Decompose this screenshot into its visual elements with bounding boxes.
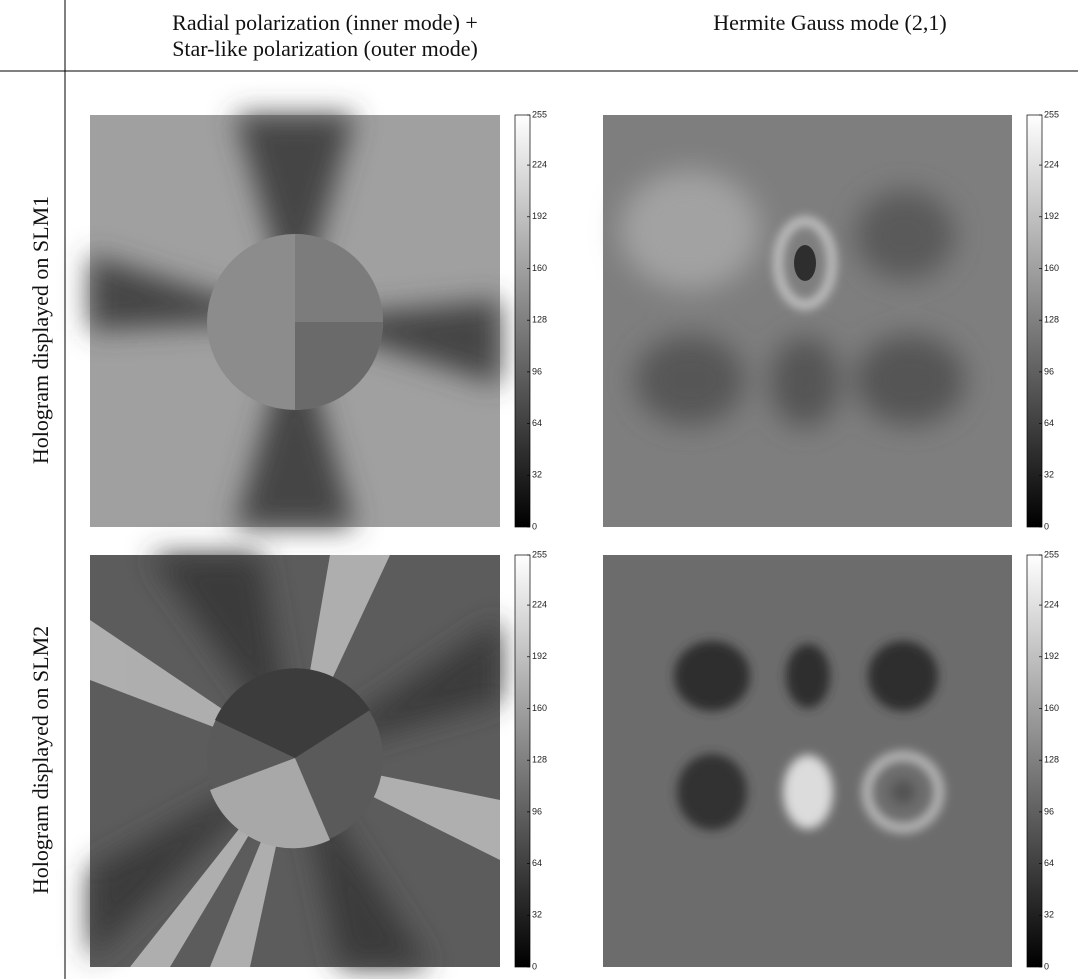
colorbar-tick-label: 64 <box>1044 858 1054 868</box>
column-header: Star-like polarization (outer mode) <box>172 36 478 61</box>
hologram-image <box>603 115 1012 527</box>
colorbar-tick-label: 255 <box>532 109 547 119</box>
colorbar-tick-label: 32 <box>1044 910 1054 920</box>
colorbar-tick-label: 224 <box>1044 599 1059 609</box>
hologram-image <box>90 115 500 527</box>
colorbar-tick-label: 32 <box>1044 470 1054 480</box>
column-header: Hermite Gauss mode (2,1) <box>713 10 946 35</box>
colorbar-tick-label: 224 <box>532 159 547 169</box>
colorbar-tick-label: 192 <box>532 211 547 221</box>
colorbar-tick-label: 160 <box>532 703 547 713</box>
colorbar-tick-label: 160 <box>1044 703 1059 713</box>
hologram-image <box>90 555 500 967</box>
colorbar-tick-label: 128 <box>532 315 547 325</box>
row-label: Hologram displayed on SLM1 <box>28 196 53 464</box>
colorbar-tick-label: 96 <box>532 806 542 816</box>
colorbar-tick-label: 128 <box>1044 755 1059 765</box>
colorbar-tick-label: 64 <box>532 858 542 868</box>
colorbar-tick-label: 96 <box>532 366 542 376</box>
colorbar-tick-label: 0 <box>532 521 537 531</box>
colorbar-tick-label: 160 <box>532 263 547 273</box>
colorbar-tick-label: 0 <box>532 961 537 971</box>
colorbar-tick-label: 32 <box>532 910 542 920</box>
colorbar-tick-label: 160 <box>1044 263 1059 273</box>
colorbar-tick-label: 96 <box>1044 366 1054 376</box>
colorbar-tick-label: 96 <box>1044 806 1054 816</box>
colorbar-tick-label: 64 <box>1044 418 1054 428</box>
colorbar-tick-label: 0 <box>1044 961 1049 971</box>
colorbar-tick-label: 224 <box>532 599 547 609</box>
column-header: Radial polarization (inner mode) + <box>172 10 478 35</box>
hologram-image <box>603 555 1012 967</box>
colorbar-tick-label: 255 <box>1044 109 1059 119</box>
colorbar-tick-label: 224 <box>1044 159 1059 169</box>
colorbar-tick-label: 128 <box>1044 315 1059 325</box>
colorbar-tick-label: 255 <box>532 549 547 559</box>
colorbar <box>1027 555 1042 967</box>
colorbar <box>1027 115 1042 527</box>
colorbar-tick-label: 192 <box>1044 211 1059 221</box>
row-label: Hologram displayed on SLM2 <box>28 626 53 894</box>
colorbar-tick-label: 128 <box>532 755 547 765</box>
figure: Radial polarization (inner mode) + Star-… <box>0 0 1078 979</box>
colorbar-tick-label: 255 <box>1044 549 1059 559</box>
colorbar-tick-label: 0 <box>1044 521 1049 531</box>
colorbar-tick-label: 32 <box>532 470 542 480</box>
colorbar <box>515 115 530 527</box>
colorbar <box>515 555 530 967</box>
colorbar-tick-label: 192 <box>1044 651 1059 661</box>
colorbar-tick-label: 64 <box>532 418 542 428</box>
colorbar-tick-label: 192 <box>532 651 547 661</box>
